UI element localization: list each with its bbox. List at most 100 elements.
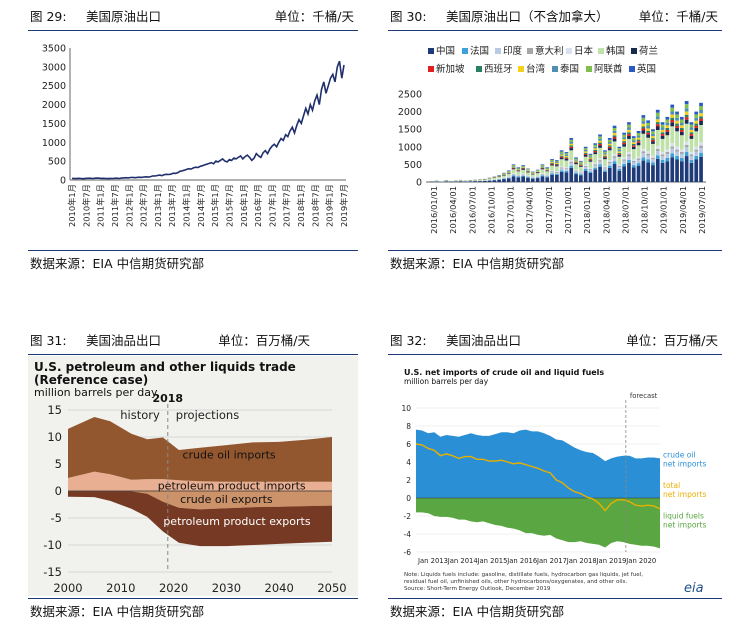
petroleum-trade-area-chart: U.S. petroleum and other liquids trade(R… xyxy=(28,356,358,596)
bar-segment-意大利 xyxy=(564,168,569,170)
figure-title: 美国原油出口（不含加拿大） xyxy=(446,9,609,24)
bar-segment-泰国 xyxy=(555,162,559,163)
bar-segment-英国 xyxy=(598,134,602,137)
source-note: 数据来源：EIA 中信期货研究部 xyxy=(388,598,722,625)
bar-segment-法国 xyxy=(675,156,679,160)
legend-swatch xyxy=(428,66,434,72)
bar-segment-新加坡 xyxy=(598,144,602,146)
bar-segment-日本 xyxy=(641,148,646,152)
bar-segment-韩国 xyxy=(680,135,684,150)
x-tick-label: 2040 xyxy=(265,581,294,595)
bar-segment-韩国 xyxy=(612,141,617,154)
bar-segment-韩国 xyxy=(579,166,583,172)
bar-segment-韩国 xyxy=(641,133,646,149)
bar-segment-印度 xyxy=(636,160,641,164)
bar-segment-泰国 xyxy=(516,168,521,170)
bar-segment-法国 xyxy=(593,167,598,170)
bar-segment-泰国 xyxy=(680,122,684,126)
legend-swatch xyxy=(598,48,604,54)
bar-segment-泰国 xyxy=(646,125,650,129)
bar-segment-泰国 xyxy=(665,122,670,126)
bar-segment-台湾 xyxy=(622,139,626,142)
bar-segment-泰国 xyxy=(545,168,550,170)
bar-segment-西班牙 xyxy=(569,145,574,147)
bar-segment-西班牙 xyxy=(521,168,525,169)
bar-segment-中国 xyxy=(564,172,569,182)
bar-segment-韩国 xyxy=(699,125,703,143)
bar-segment-韩国 xyxy=(511,169,516,174)
bar-segment-西班牙 xyxy=(655,122,660,125)
bar-segment-中国 xyxy=(559,171,564,182)
bar-segment-西班牙 xyxy=(612,135,617,137)
bar-segment-荷兰 xyxy=(559,157,564,160)
bar-segment-意大利 xyxy=(617,165,622,167)
bar-segment-英国 xyxy=(593,143,598,145)
bar-segment-荷兰 xyxy=(550,164,554,166)
bar-segment-法国 xyxy=(684,152,689,156)
bar-segment-中国 xyxy=(684,156,689,182)
bar-segment-韩国 xyxy=(574,164,578,170)
bar-segment-阿联酋 xyxy=(521,165,525,167)
legend-swatch xyxy=(462,48,468,54)
figure-unit: 单位：千桶/天 xyxy=(274,9,354,24)
bar-segment-荷兰 xyxy=(675,127,679,132)
bar-segment-日本 xyxy=(684,141,689,145)
area-crude-net-imports xyxy=(416,429,660,498)
bar-segment-新加坡 xyxy=(680,129,684,132)
y-axis-label: million barrels per day xyxy=(34,386,158,399)
bar-segment-阿联酋 xyxy=(627,124,631,128)
bar-segment-荷兰 xyxy=(627,135,631,139)
x-tick-label: 2013年7月 xyxy=(167,184,177,227)
series-label: net imports xyxy=(663,460,706,469)
bar-segment-台湾 xyxy=(583,151,588,153)
series-label: crude oil xyxy=(663,451,695,460)
note-line: residual fuel oil, unfinished oils, othe… xyxy=(404,579,627,585)
x-tick-label: Jan 2015 xyxy=(477,557,508,565)
bar-segment-意大利 xyxy=(699,145,703,148)
y-tick-label: 10 xyxy=(401,404,411,413)
legend-label: 意大利 xyxy=(535,45,564,57)
legend-swatch xyxy=(518,66,524,72)
bar-segment-意大利 xyxy=(622,159,626,161)
bar-segment-泰国 xyxy=(655,116,660,120)
bar-segment-意大利 xyxy=(511,173,516,175)
bar-segment-法国 xyxy=(540,175,545,177)
y-tick-label: 0 xyxy=(406,494,411,503)
bar-segment-韩国 xyxy=(665,135,670,150)
bar-segment-中国 xyxy=(593,169,598,182)
bar-segment-阿联酋 xyxy=(651,131,655,134)
bar-segment-荷兰 xyxy=(511,168,516,170)
series-label: crude oil imports xyxy=(182,449,275,462)
panel-header: 图 29: 美国原油出口 单位：千桶/天 xyxy=(28,4,358,31)
series-label: net imports xyxy=(663,521,706,530)
bar-segment-英国 xyxy=(564,152,569,154)
bar-segment-阿联酋 xyxy=(588,155,593,157)
bar-segment-阿联酋 xyxy=(574,158,578,160)
y-tick-label: 3000 xyxy=(42,62,66,73)
bar-segment-新加坡 xyxy=(651,139,655,142)
x-tick-label: 2019/07/01 xyxy=(697,186,707,234)
marker-year: 2018 xyxy=(152,392,183,405)
bar-segment-法国 xyxy=(516,176,521,178)
legend-label: 阿联酋 xyxy=(594,63,623,75)
bar-segment-印度 xyxy=(598,161,602,165)
bar-segment-新加坡 xyxy=(574,162,578,163)
bar-segment-台湾 xyxy=(559,154,564,156)
bar-segment-中国 xyxy=(655,158,660,182)
bar-segment-阿联酋 xyxy=(550,160,554,162)
bar-segment-法国 xyxy=(641,157,646,161)
bar-segment-意大利 xyxy=(670,146,675,149)
bar-segment-英国 xyxy=(631,136,636,138)
legend-swatch xyxy=(566,48,572,54)
x-tick-label: 2010年7月 xyxy=(81,184,91,227)
bar-segment-英国 xyxy=(660,122,665,125)
bar-segment-西班牙 xyxy=(583,152,588,154)
bar-segment-台湾 xyxy=(603,154,607,156)
bar-segment-意大利 xyxy=(636,158,641,160)
y-tick-label: 1500 xyxy=(42,119,66,130)
legend-swatch xyxy=(586,66,592,72)
bar-segment-泰国 xyxy=(622,137,626,140)
bar-segment-台湾 xyxy=(670,114,675,118)
x-tick-label: Jan 2019 xyxy=(596,557,627,565)
